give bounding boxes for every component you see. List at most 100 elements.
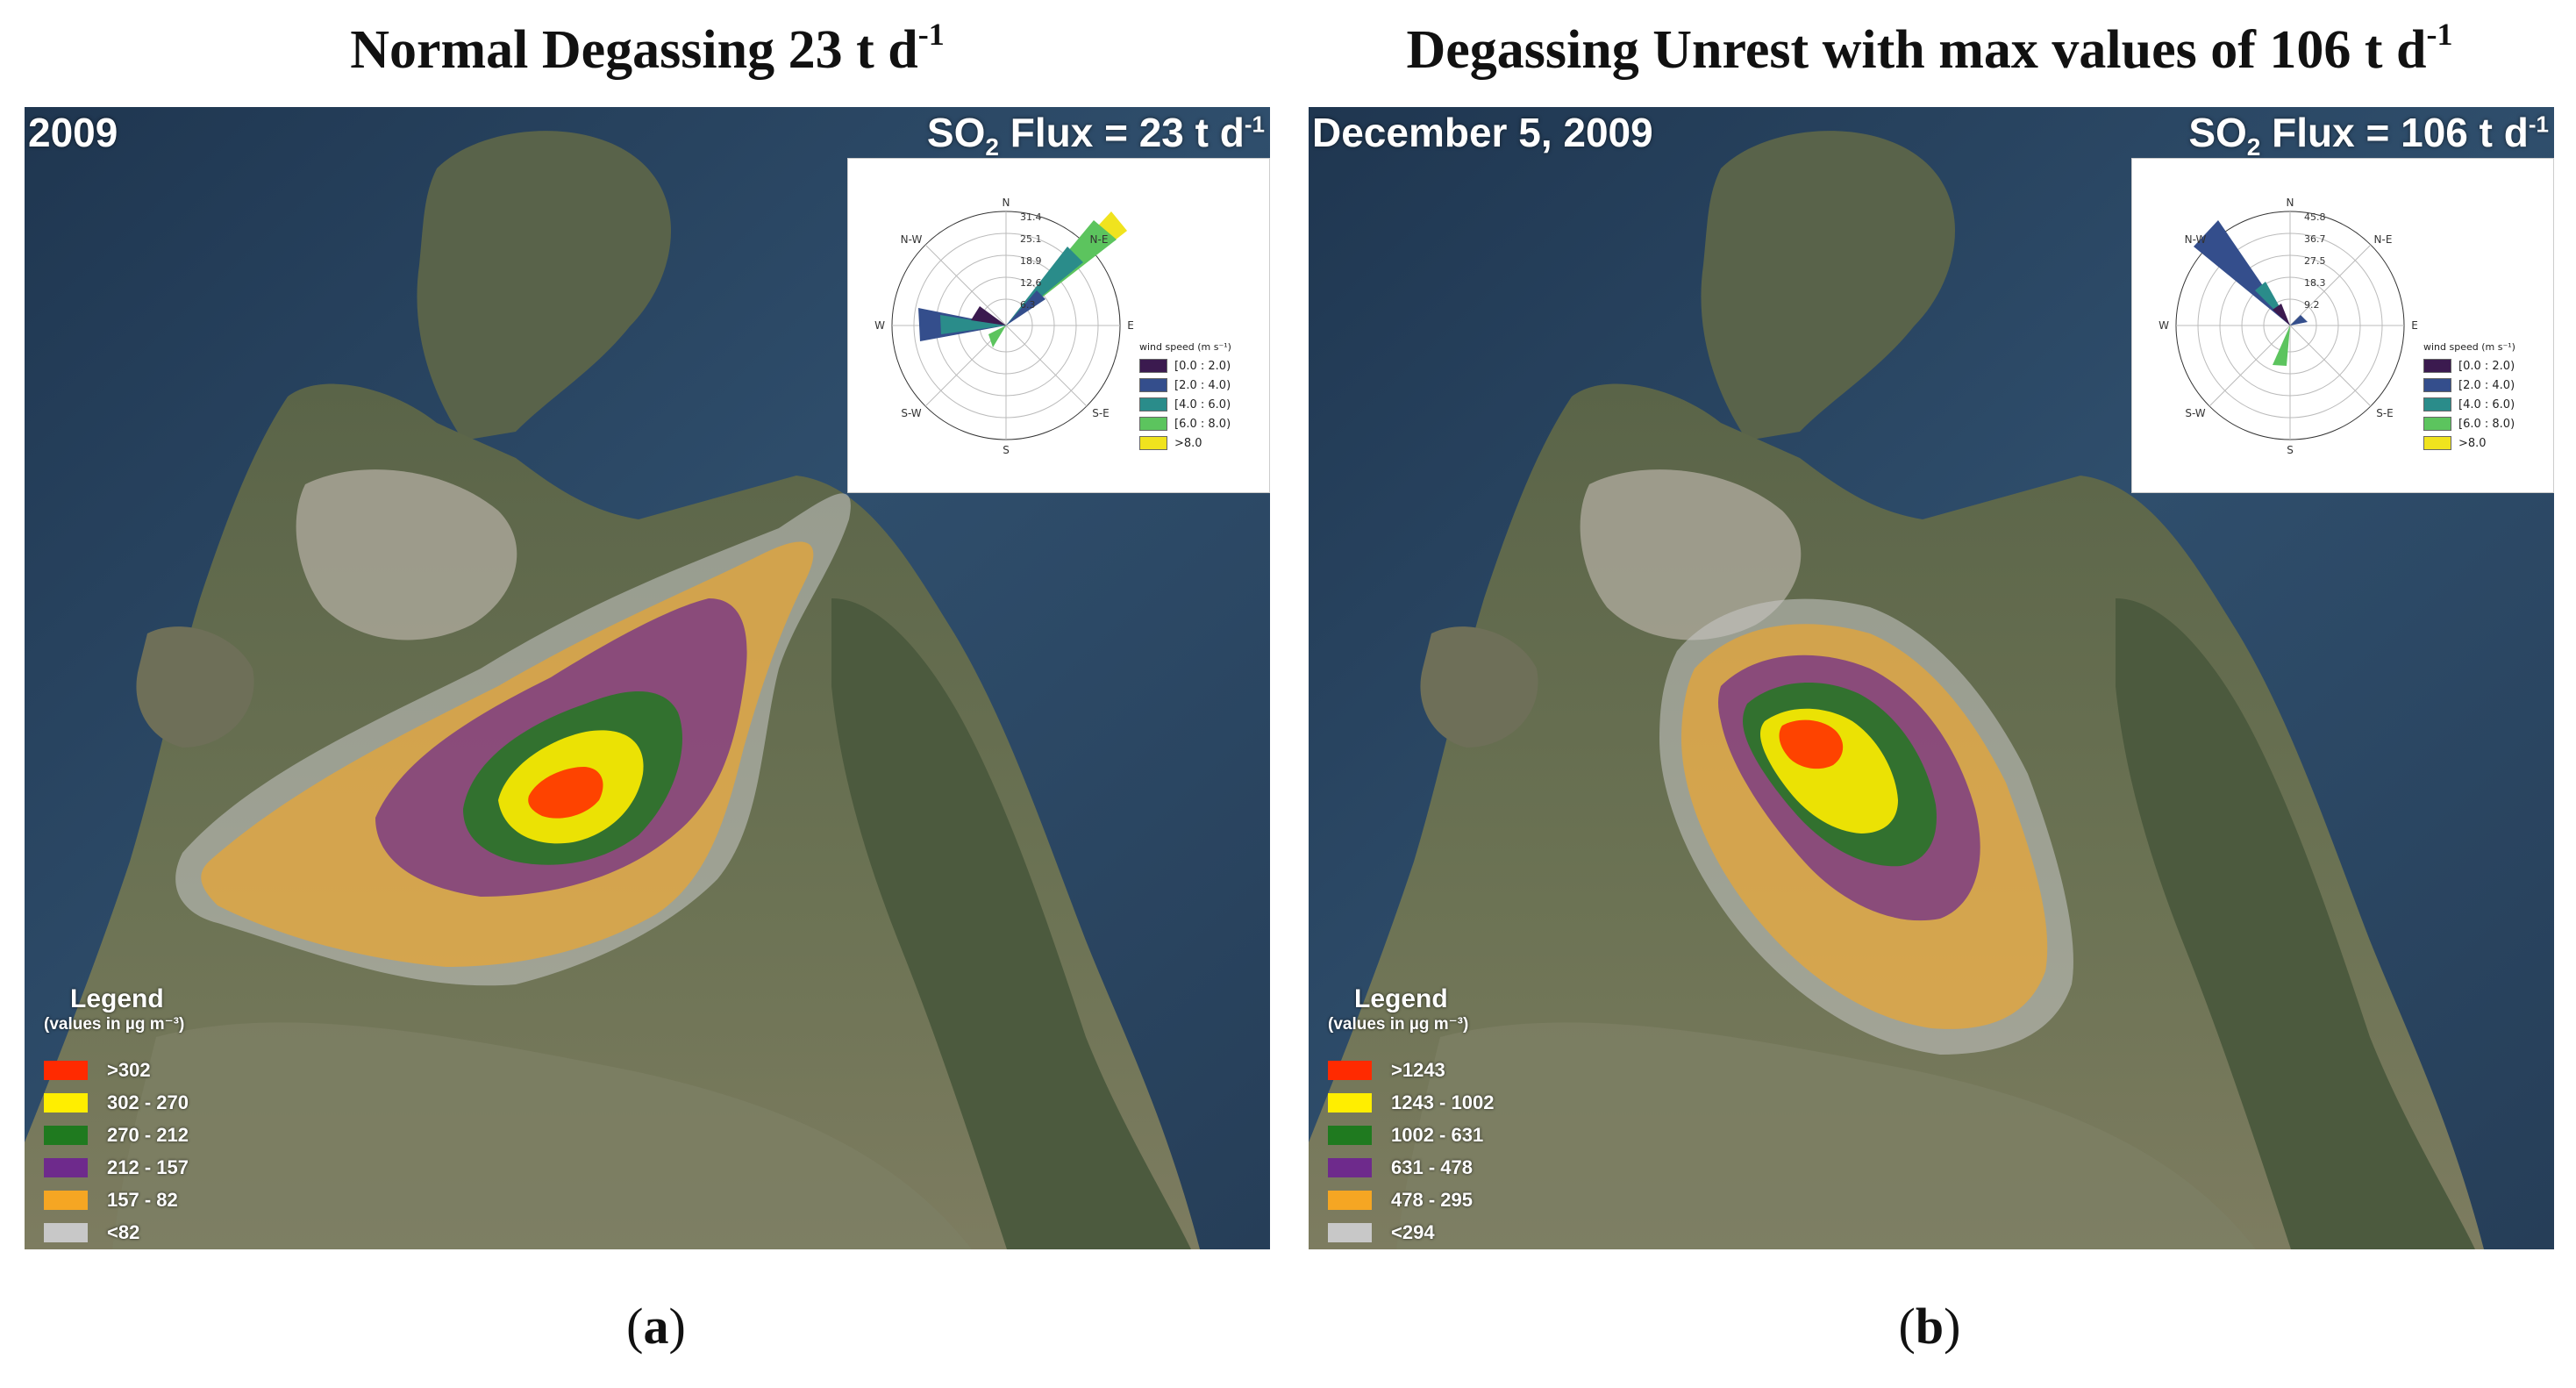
north-island-lobe [417, 131, 672, 441]
wind-legend-row: [2.0 : 4.0) [2423, 376, 2544, 395]
legend-swatch [1328, 1157, 1372, 1177]
wind-dir-se-b: S-E [2376, 407, 2394, 419]
plume-contour-gt1243 [1779, 719, 1844, 769]
wind-dir-ne-b: N-E [2374, 233, 2393, 246]
wind-swatch [2423, 436, 2451, 450]
eastern-ridge [2116, 598, 2475, 1249]
western-headland [136, 626, 254, 748]
legend-row: <294 [1328, 1216, 1565, 1248]
wind-dir-e-a: E [1127, 319, 1134, 332]
plume-contour-gt302 [528, 767, 603, 819]
legend-units-a: (values in µg m⁻³) [44, 1015, 185, 1034]
southern-fields [112, 1022, 972, 1249]
wind-swatch [2423, 359, 2451, 373]
panel-b-caption: (b) [1898, 1298, 1961, 1355]
wind-swatch [1139, 417, 1167, 431]
wind-dir-n-a: N [1003, 197, 1010, 209]
wind-legend-title-a: wind speed (m s⁻¹) [1139, 341, 1231, 353]
wind-dir-nw-a: N-W [901, 233, 923, 246]
western-headland [1420, 626, 1538, 748]
legend-swatch [1328, 1060, 1372, 1080]
legend-swatch [44, 1125, 88, 1145]
legend-units-b: (values in µg m⁻³) [1328, 1015, 1469, 1034]
wind-legend-title-b: wind speed (m s⁻¹) [2423, 341, 2515, 353]
wind-dir-nw-b: N-W [2185, 233, 2207, 246]
so2-flux-label-a: SO2 Flux = 23 t d-1 [926, 110, 1265, 161]
legend-row: 270 - 212 [44, 1119, 281, 1151]
wind-dir-se-a: S-E [1092, 407, 1110, 419]
wind-radial-tick-b: 27.5 [2304, 255, 2326, 267]
legend-row: >302 [44, 1054, 281, 1086]
wind-rose-chart-b: N N-E E S-E S S-W W N-W 45.8 36.7 27.5 1… [2159, 197, 2418, 456]
legend-swatch [1328, 1092, 1372, 1113]
wind-rose-a: N N-E E S-E S S-W W N-W 31.4 25.1 18.9 1… [847, 158, 1270, 493]
wind-legend-row: [6.0 : 8.0) [2423, 414, 2544, 433]
town-area [1580, 469, 1802, 640]
wind-rose-petals-a [918, 211, 1127, 347]
wind-dir-sw-b: S-W [2185, 407, 2205, 419]
wind-legend-row: [4.0 : 6.0) [2423, 395, 2544, 414]
legend-row: 631 - 478 [1328, 1151, 1565, 1184]
wind-rose-petals-b [2194, 220, 2308, 366]
wind-legend-row: >8.0 [2423, 433, 2544, 453]
wind-radial-tick-b: 45.8 [2304, 211, 2326, 223]
wind-dir-ne-a: N-E [1090, 233, 1109, 246]
legend-swatch [1328, 1125, 1372, 1145]
panel-b-map: December 5, 2009 SO2 Flux = 106 t d-1 [1309, 107, 2554, 1249]
wind-legend-row: [2.0 : 4.0) [1139, 376, 1260, 395]
wind-swatch [1139, 436, 1167, 450]
wind-radial-tick-b: 18.3 [2304, 277, 2326, 289]
wind-radial-tick-a: 12.6 [1020, 277, 1042, 289]
wind-dir-sw-a: S-W [901, 407, 921, 419]
legend-row: <82 [44, 1216, 281, 1248]
wind-dir-s-a: S [1003, 444, 1010, 456]
wind-swatch [2423, 397, 2451, 411]
legend-swatch [44, 1222, 88, 1242]
wind-legend-row: [0.0 : 2.0) [1139, 356, 1260, 376]
legend-swatch [44, 1190, 88, 1210]
legend-row: 157 - 82 [44, 1184, 281, 1216]
wind-legend-row: >8.0 [1139, 433, 1260, 453]
wind-dir-s-b: S [2287, 444, 2294, 456]
wind-dir-n-b: N [2287, 197, 2294, 209]
wind-legend-row: [0.0 : 2.0) [2423, 356, 2544, 376]
wind-rose-b: N N-E E S-E S S-W W N-W 45.8 36.7 27.5 1… [2131, 158, 2554, 493]
wind-dir-w-b: W [2159, 319, 2169, 332]
satellite-map-b [1309, 107, 2554, 1249]
wind-radial-tick-b: 36.7 [2304, 233, 2326, 245]
panel-a-caption: (a) [626, 1298, 686, 1355]
legend-swatch [44, 1060, 88, 1080]
wind-dir-w-a: W [874, 319, 885, 332]
wind-swatch [1139, 397, 1167, 411]
town-area [296, 469, 517, 640]
wind-radial-tick-a: 31.4 [1020, 211, 1042, 223]
concentration-legend-a: Legend (values in µg m⁻³) >302 302 - 270… [44, 984, 281, 1248]
wind-swatch [2423, 378, 2451, 392]
panel-a-map: 2009 SO2 Flux = 23 t d-1 [25, 107, 1270, 1249]
panel-a-heading: Normal Degassing 23 t d-1 [350, 17, 945, 80]
date-label-b: December 5, 2009 [1312, 110, 1653, 155]
legend-swatch [44, 1157, 88, 1177]
legend-swatch [44, 1092, 88, 1113]
legend-row: 478 - 295 [1328, 1184, 1565, 1216]
wind-radial-tick-a: 25.1 [1020, 233, 1042, 245]
wind-rose-legend-b: wind speed (m s⁻¹) [0.0 : 2.0) [2.0 : 4.… [2423, 341, 2544, 453]
legend-title-a: Legend [70, 984, 164, 1013]
concentration-legend-b: Legend (values in µg m⁻³) >1243 1243 - 1… [1328, 984, 1565, 1248]
wind-rose-legend-a: wind speed (m s⁻¹) [0.0 : 2.0) [2.0 : 4.… [1139, 341, 1260, 453]
wind-legend-row: [6.0 : 8.0) [1139, 414, 1260, 433]
legend-title-b: Legend [1354, 984, 1448, 1013]
so2-flux-label-b: SO2 Flux = 106 t d-1 [2188, 110, 2549, 161]
legend-swatch [1328, 1222, 1372, 1242]
wind-rose-chart-a: N N-E E S-E S S-W W N-W 31.4 25.1 18.9 1… [874, 197, 1134, 456]
panel-b-heading: Degassing Unrest with max values of 106 … [1406, 17, 2453, 80]
legend-row: 1002 - 631 [1328, 1119, 1565, 1151]
wind-legend-row: [4.0 : 6.0) [1139, 395, 1260, 414]
wind-radial-tick-b: 9.2 [2304, 299, 2320, 311]
date-label-a: 2009 [28, 110, 118, 155]
legend-row: 302 - 270 [44, 1086, 281, 1119]
wind-swatch [1139, 359, 1167, 373]
wind-dir-e-b: E [2411, 319, 2418, 332]
legend-swatch [1328, 1190, 1372, 1210]
